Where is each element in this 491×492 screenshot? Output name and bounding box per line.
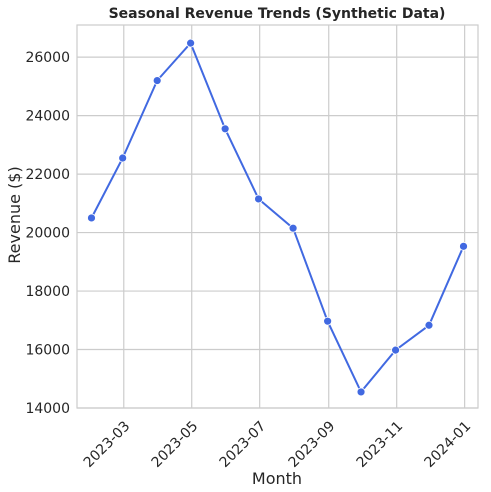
x-tick-label: 2023-11 [354,418,407,471]
y-tick-label: 18000 [25,284,70,300]
data-point [220,124,230,134]
series-markers [87,38,468,397]
x-tick-label: 2024-01 [422,418,475,471]
x-axis-label: Month [252,469,302,488]
data-point [459,241,468,251]
data-point [87,213,96,223]
data-point [118,153,128,163]
x-tick-label: 2023-05 [149,418,202,471]
data-point [356,387,366,397]
x-tick-label: 2023-03 [81,418,134,471]
plot-frame [76,24,479,409]
y-tick-label: 20000 [25,226,70,242]
data-point [424,320,434,330]
data-point [288,223,298,233]
y-tick-label: 24000 [25,109,70,125]
x-tick-label: 2023-09 [286,418,339,471]
y-tick-label: 14000 [25,401,70,417]
series-line [90,41,465,394]
x-tick-label: 2023-07 [217,418,270,471]
chart-title: Seasonal Revenue Trends (Synthetic Data) [109,6,446,22]
grid [77,25,478,409]
data-point [323,316,333,326]
y-tick-label: 16000 [25,343,70,359]
data-point [186,38,196,48]
data-point [254,194,263,204]
y-tick-label: 26000 [25,50,70,66]
y-axis-label: Revenue ($) [5,166,24,263]
data-point [391,345,400,355]
y-tick-label: 22000 [25,167,70,183]
data-point [152,76,162,85]
